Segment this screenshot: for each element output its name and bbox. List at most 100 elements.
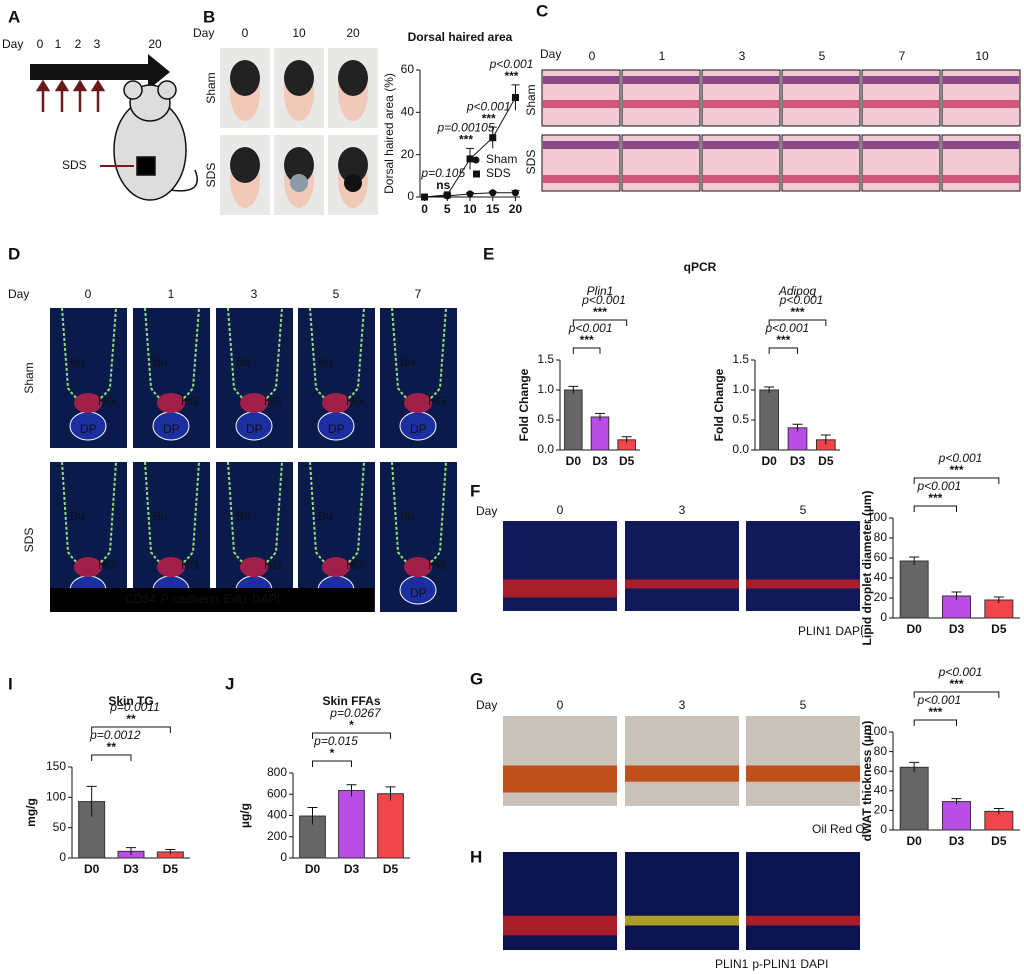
y-tick-label: 60	[874, 550, 888, 564]
marker	[443, 191, 451, 199]
day-number: 5	[800, 698, 807, 712]
lipid-layer	[746, 765, 860, 782]
day-number: 5	[819, 49, 826, 63]
y-axis-label: dWAT thickness (µm)	[860, 721, 874, 842]
muscle-layer	[543, 100, 619, 108]
p-value: p=0.015	[313, 734, 358, 748]
y-tick-label: 60	[401, 62, 415, 76]
day-number: 1	[55, 37, 62, 51]
significance-stars: ***	[928, 705, 942, 719]
significance-stars: *	[349, 718, 354, 732]
significance-stars: ***	[949, 463, 963, 477]
significance-bracket	[312, 760, 352, 767]
region-label: HG	[98, 394, 116, 408]
x-tick-label: 5	[444, 202, 451, 216]
day-number: 0	[242, 26, 249, 40]
y-tick-label: 60	[874, 763, 888, 777]
y-tick-label: 0	[280, 850, 287, 864]
significance-stars: ***	[580, 333, 594, 347]
day-number: 2	[75, 37, 82, 51]
y-tick-label: 40	[874, 783, 888, 797]
significance-stars: ***	[593, 305, 607, 319]
significance-bracket	[572, 347, 601, 354]
epidermis	[623, 141, 699, 149]
panel-letter: J	[225, 674, 234, 693]
muscle-layer	[943, 175, 1019, 183]
error-bar	[307, 807, 318, 825]
epidermis	[783, 141, 859, 149]
bar	[899, 560, 929, 619]
day-number: 5	[333, 287, 340, 301]
error-bar	[993, 596, 1004, 603]
panel-letter: I	[8, 674, 13, 693]
p-value: p=0.105	[420, 166, 465, 180]
hair-germ	[240, 557, 268, 577]
day-number: 10	[975, 49, 989, 63]
panel-letter: B	[203, 7, 215, 26]
mouse-back	[338, 147, 368, 183]
day-number: 7	[899, 49, 906, 63]
y-tick-label: 0	[407, 189, 414, 203]
significance-bracket	[913, 691, 1000, 698]
day-number: 7	[415, 287, 422, 301]
p-value: p<0.001	[466, 99, 511, 113]
stain-legend-bar	[50, 588, 374, 612]
region-label: DP	[410, 586, 427, 600]
day-number: 3	[679, 698, 686, 712]
significance-bracket	[913, 719, 957, 726]
y-tick-label: 40	[874, 570, 888, 584]
panel-letter: F	[470, 481, 480, 500]
bar	[942, 801, 971, 831]
mouse-back	[284, 60, 314, 96]
stain-label: Oil Red O	[812, 822, 865, 836]
p-value: p=0.0011	[109, 700, 160, 714]
error-bar	[86, 785, 97, 817]
marker	[511, 94, 519, 102]
lipid-layer	[503, 579, 617, 598]
day-number: 0	[37, 37, 44, 51]
marker	[489, 134, 497, 142]
epidermis	[543, 76, 619, 84]
error-bar	[126, 847, 136, 855]
y-tick-label: 1.0	[537, 382, 554, 396]
stain-label: p-PLIN1	[752, 957, 796, 971]
bar	[338, 790, 365, 859]
error-bar	[820, 434, 831, 445]
epidermis	[943, 76, 1019, 84]
day-number: 1	[659, 49, 666, 63]
region-label: Bu	[153, 355, 168, 369]
x-tick-label: 20	[509, 202, 523, 216]
muscle-layer	[943, 100, 1019, 108]
error-bar	[568, 385, 579, 394]
region-label: Bu	[236, 355, 251, 369]
day-number: 5	[800, 503, 807, 517]
y-tick-label: 200	[267, 829, 287, 843]
mouse-back	[230, 60, 260, 96]
day-number: 1	[168, 287, 175, 301]
muscle-layer	[623, 175, 699, 183]
error-bar	[951, 591, 962, 600]
epidermis	[703, 76, 779, 84]
hair-germ	[240, 393, 268, 413]
day-number: 0	[589, 49, 596, 63]
region-label: HG	[346, 394, 364, 408]
y-tick-label: 1.5	[537, 352, 554, 366]
x-tick-label: D5	[163, 862, 179, 876]
y-tick-label: 20	[401, 147, 415, 161]
y-tick-label: 1.5	[732, 352, 749, 366]
significance-stars: **	[126, 712, 136, 726]
significance-stars: ***	[482, 111, 496, 125]
x-tick-label: 0	[421, 202, 428, 216]
y-tick-label: 100	[46, 790, 66, 804]
y-tick-label: 0.0	[732, 442, 749, 456]
chart-title: Plin1	[587, 284, 614, 298]
significance-bracket	[913, 477, 1000, 484]
epidermis	[623, 76, 699, 84]
lipid-layer	[503, 915, 617, 936]
day-label: Day	[8, 287, 29, 301]
day-number: 3	[739, 49, 746, 63]
chart-title: Skin FFAs	[322, 694, 380, 708]
stain-label: EdU	[224, 592, 247, 606]
bar	[899, 766, 929, 831]
day-number: 3	[679, 503, 686, 517]
